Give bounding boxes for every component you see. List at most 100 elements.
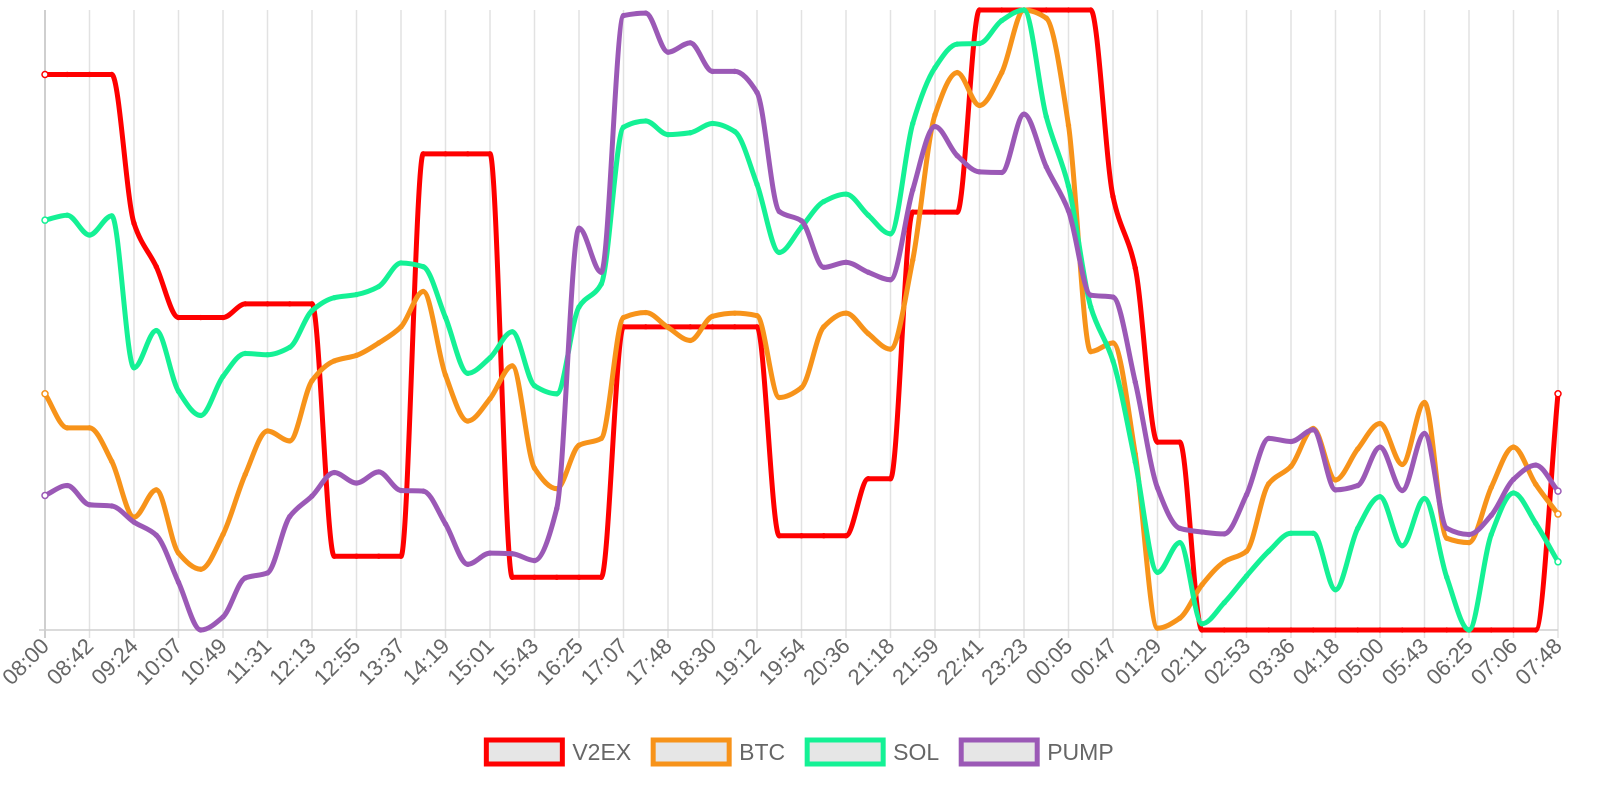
data-point-pump[interactable] xyxy=(843,259,849,266)
data-point-sol[interactable] xyxy=(1266,548,1272,554)
data-point-btc[interactable] xyxy=(576,442,582,448)
data-point-pump[interactable] xyxy=(887,277,894,283)
data-point-v2ex[interactable] xyxy=(1243,627,1250,633)
data-point-sol[interactable] xyxy=(1466,627,1472,633)
data-point-btc[interactable] xyxy=(1377,420,1383,427)
data-point-btc[interactable] xyxy=(798,384,805,391)
data-point-pump[interactable] xyxy=(976,169,983,175)
data-point-v2ex[interactable] xyxy=(41,70,49,79)
data-point-sol[interactable] xyxy=(1377,494,1383,500)
data-point-sol[interactable] xyxy=(1488,531,1494,538)
data-point-pump[interactable] xyxy=(86,502,93,508)
data-point-sol[interactable] xyxy=(287,344,293,350)
data-point-pump[interactable] xyxy=(131,519,137,525)
data-point-v2ex[interactable] xyxy=(954,209,960,215)
data-point-sol[interactable] xyxy=(1065,183,1072,189)
data-point-sol[interactable] xyxy=(620,124,627,130)
data-point-btc[interactable] xyxy=(1355,446,1361,452)
data-point-v2ex[interactable] xyxy=(198,314,204,321)
data-point-btc[interactable] xyxy=(309,378,315,384)
data-point-sol[interactable] xyxy=(887,231,894,237)
data-point-v2ex[interactable] xyxy=(1132,265,1138,271)
data-point-sol[interactable] xyxy=(1088,304,1094,310)
data-point-pump[interactable] xyxy=(1221,531,1227,537)
data-point-btc[interactable] xyxy=(665,324,671,331)
data-point-pump[interactable] xyxy=(1088,292,1094,298)
data-point-v2ex[interactable] xyxy=(131,220,137,226)
data-point-v2ex[interactable] xyxy=(754,324,760,330)
data-point-sol[interactable] xyxy=(598,281,604,287)
data-point-v2ex[interactable] xyxy=(331,553,337,559)
data-point-btc[interactable] xyxy=(1421,399,1428,406)
data-point-v2ex[interactable] xyxy=(798,533,805,539)
data-point-v2ex[interactable] xyxy=(1288,627,1294,633)
data-point-v2ex[interactable] xyxy=(376,553,382,559)
data-point-btc[interactable] xyxy=(487,396,493,402)
data-point-pump[interactable] xyxy=(709,68,716,75)
data-point-pump[interactable] xyxy=(509,551,515,557)
data-point-sol[interactable] xyxy=(1177,539,1183,546)
data-point-btc[interactable] xyxy=(153,487,159,493)
data-point-sol[interactable] xyxy=(41,216,49,224)
data-point-pump[interactable] xyxy=(287,513,293,520)
data-point-btc[interactable] xyxy=(598,435,604,442)
data-point-sol[interactable] xyxy=(999,17,1005,24)
data-point-sol[interactable] xyxy=(531,383,538,389)
data-point-pump[interactable] xyxy=(531,557,538,564)
data-point-v2ex[interactable] xyxy=(1444,627,1450,633)
data-point-btc[interactable] xyxy=(41,390,49,398)
data-point-v2ex[interactable] xyxy=(598,574,604,580)
data-point-v2ex[interactable] xyxy=(1177,439,1183,445)
data-point-v2ex[interactable] xyxy=(531,574,538,580)
data-point-pump[interactable] xyxy=(64,482,70,489)
data-point-sol[interactable] xyxy=(665,131,671,138)
data-point-sol[interactable] xyxy=(554,391,560,397)
data-point-btc[interactable] xyxy=(1554,510,1562,518)
data-point-btc[interactable] xyxy=(264,428,271,434)
data-point-pump[interactable] xyxy=(1065,208,1072,214)
data-point-sol[interactable] xyxy=(754,181,760,187)
legend-item-sol[interactable]: SOL xyxy=(804,737,939,767)
data-point-v2ex[interactable] xyxy=(932,209,938,215)
data-point-v2ex[interactable] xyxy=(1221,627,1227,633)
data-point-v2ex[interactable] xyxy=(287,301,293,307)
data-point-btc[interactable] xyxy=(932,112,938,118)
data-point-pump[interactable] xyxy=(1444,525,1450,532)
data-point-v2ex[interactable] xyxy=(776,533,782,539)
data-point-btc[interactable] xyxy=(531,465,538,471)
data-point-pump[interactable] xyxy=(309,493,315,499)
data-point-pump[interactable] xyxy=(620,12,627,19)
data-point-btc[interactable] xyxy=(1533,481,1539,487)
legend-item-v2ex[interactable]: V2EX xyxy=(483,737,631,767)
data-point-pump[interactable] xyxy=(954,153,960,159)
data-point-btc[interactable] xyxy=(287,438,293,444)
data-point-v2ex[interactable] xyxy=(86,71,93,78)
data-point-sol[interactable] xyxy=(687,130,693,136)
data-point-btc[interactable] xyxy=(1266,480,1272,487)
data-point-sol[interactable] xyxy=(1310,530,1316,536)
data-point-btc[interactable] xyxy=(1065,122,1072,129)
data-point-sol[interactable] xyxy=(1332,587,1339,593)
data-point-v2ex[interactable] xyxy=(576,574,582,580)
data-point-pump[interactable] xyxy=(465,561,471,567)
data-point-sol[interactable] xyxy=(1043,113,1049,120)
data-point-sol[interactable] xyxy=(1355,525,1361,532)
data-point-sol[interactable] xyxy=(1154,569,1161,576)
data-point-sol[interactable] xyxy=(153,327,159,334)
data-point-v2ex[interactable] xyxy=(687,324,693,330)
data-point-pump[interactable] xyxy=(1332,487,1339,493)
data-point-sol[interactable] xyxy=(264,352,271,358)
data-point-v2ex[interactable] xyxy=(442,151,449,157)
data-point-sol[interactable] xyxy=(331,294,337,301)
data-point-btc[interactable] xyxy=(1399,461,1405,468)
data-point-v2ex[interactable] xyxy=(554,574,560,580)
data-point-sol[interactable] xyxy=(1221,600,1227,606)
data-point-v2ex[interactable] xyxy=(821,533,827,539)
data-point-btc[interactable] xyxy=(509,363,515,369)
data-point-sol[interactable] xyxy=(1399,542,1405,549)
data-point-sol[interactable] xyxy=(643,118,649,124)
data-point-btc[interactable] xyxy=(465,418,471,424)
data-point-btc[interactable] xyxy=(1288,463,1294,470)
data-point-btc[interactable] xyxy=(198,566,204,572)
data-point-pump[interactable] xyxy=(1533,462,1539,468)
